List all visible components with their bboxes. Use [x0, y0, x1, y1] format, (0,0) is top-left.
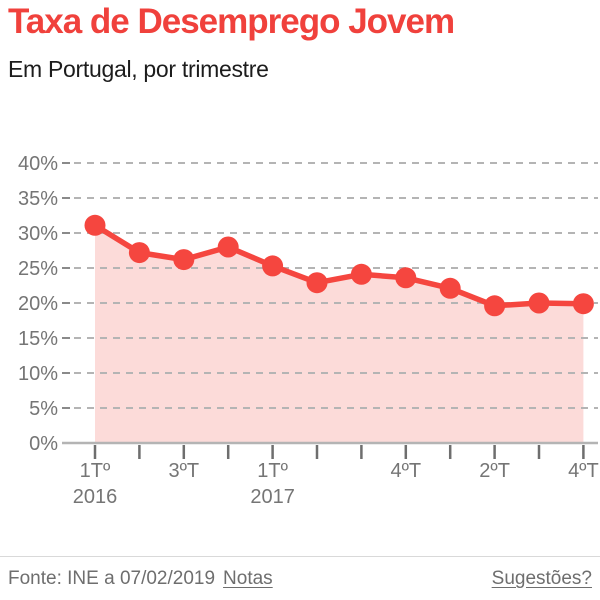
data-point[interactable] — [572, 293, 594, 315]
data-point[interactable] — [484, 295, 506, 317]
footer: Fonte: INE a 07/02/2019 Notas Sugestões? — [0, 556, 600, 600]
x-axis-label: 1Tº — [80, 460, 111, 482]
y-axis-label: 10% — [18, 363, 58, 385]
x-axis-label: 2ºT — [479, 460, 510, 482]
y-axis-label: 25% — [18, 258, 58, 280]
data-point[interactable] — [262, 255, 284, 277]
x-axis-label: 1Tº — [257, 460, 288, 482]
suggestions-link[interactable]: Sugestões? — [491, 568, 592, 589]
data-point[interactable] — [350, 263, 372, 285]
source-text: Fonte: INE a 07/02/2019 — [8, 568, 216, 589]
data-point[interactable] — [84, 214, 106, 236]
y-axis-label: 15% — [18, 328, 58, 350]
data-point[interactable] — [439, 277, 461, 299]
notes-link[interactable]: Notas — [223, 568, 273, 589]
data-point[interactable] — [306, 272, 328, 294]
data-point[interactable] — [217, 236, 239, 258]
line-chart: 0% 5% 10% 15% 20% 25% 30% 35% 40% 1Tº 2016 3ºT 1Tº 20… — [18, 153, 599, 508]
x-axis-label: 4ºT — [568, 460, 599, 482]
data-point[interactable] — [128, 242, 150, 264]
x-axis-label: 3ºT — [168, 460, 199, 482]
y-axis-label: 35% — [18, 188, 58, 210]
data-point[interactable] — [528, 292, 550, 314]
x-axis-year-label: 2016 — [73, 486, 118, 508]
x-axis-year-label: 2017 — [250, 486, 295, 508]
y-axis-label: 5% — [29, 398, 58, 420]
data-point[interactable] — [395, 267, 417, 289]
y-axis-label: 20% — [18, 293, 58, 315]
chart-subtitle: Em Portugal, por trimestre — [8, 56, 269, 82]
y-axis-label: 40% — [18, 153, 58, 175]
y-axis-label: 0% — [29, 433, 58, 455]
y-axis-label: 30% — [18, 223, 58, 245]
area-fill — [95, 225, 584, 443]
x-axis-label: 4ºT — [390, 460, 421, 482]
footer-source-row: Fonte: INE a 07/02/2019 Notas — [8, 568, 273, 590]
page-title: Taxa de Desemprego Jovem — [8, 2, 455, 41]
data-point[interactable] — [173, 249, 195, 271]
